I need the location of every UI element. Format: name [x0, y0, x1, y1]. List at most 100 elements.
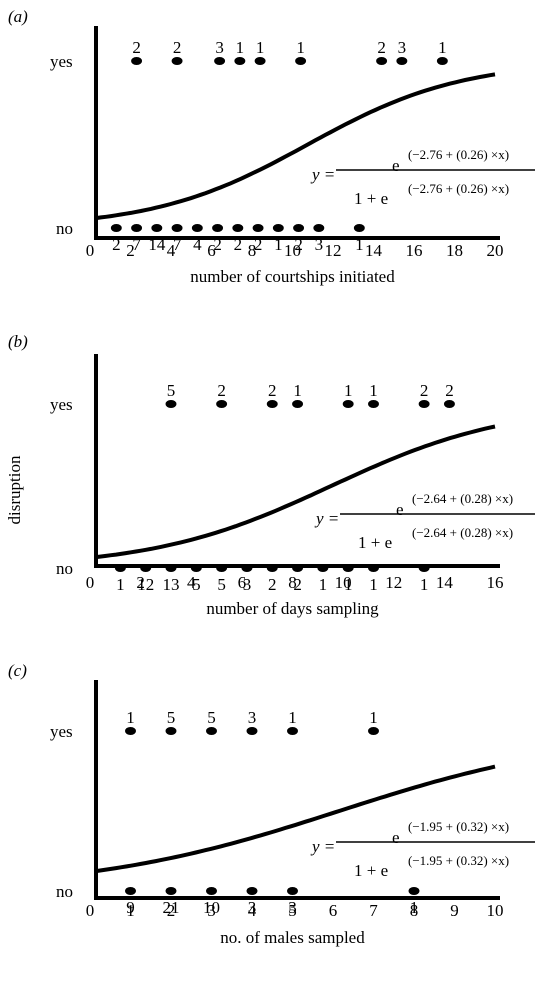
data-point-no	[191, 224, 203, 232]
panel-label: (a)	[8, 7, 28, 26]
x-axis-label: no. of males sampled	[220, 928, 365, 947]
count-label-no: 1	[274, 235, 283, 254]
data-point-no	[408, 887, 420, 895]
data-point-no	[266, 564, 278, 572]
count-label-yes: 1	[288, 708, 297, 727]
data-point-yes	[125, 727, 136, 735]
x-tick-label: 3	[207, 901, 216, 920]
count-label-no: 1	[319, 575, 328, 594]
x-tick-label: 14	[365, 241, 383, 260]
count-label-no: 1	[420, 575, 429, 594]
count-label-no: 5	[217, 575, 226, 594]
data-point-yes	[376, 57, 388, 65]
data-point-no	[165, 564, 177, 572]
denominator-base: 1 + e	[358, 533, 392, 552]
data-point-no	[368, 564, 379, 572]
x-tick-label: 14	[436, 573, 454, 592]
x-axis-label: number of days sampling	[206, 599, 379, 618]
data-point-no	[114, 564, 126, 572]
count-label-no: 21	[163, 898, 180, 917]
data-point-no	[131, 224, 143, 232]
count-label-yes: 1	[369, 708, 378, 727]
data-point-no	[151, 224, 163, 232]
data-point-no	[342, 564, 354, 572]
x-tick-label: 6	[329, 901, 338, 920]
equation: y = e (−1.95 + (0.32) ×x) 1 + e (−1.95 + (0.…	[310, 819, 535, 880]
panel-label: (b)	[8, 332, 28, 351]
count-label-yes: 2	[132, 38, 141, 57]
count-label-yes: 2	[268, 381, 277, 400]
x-tick-label: 18	[446, 241, 463, 260]
count-label-no: 2	[234, 235, 243, 254]
x-tick-label: 4	[187, 573, 196, 592]
count-label-yes: 3	[248, 708, 257, 727]
count-label-no: 2	[294, 235, 303, 254]
x-tick-label: 16	[406, 241, 423, 260]
data-point-yes	[396, 57, 408, 65]
y-category-no: no	[56, 882, 73, 901]
count-label-no: 4	[193, 235, 202, 254]
count-label-no: 3	[243, 575, 252, 594]
x-tick-label: 0	[86, 573, 95, 592]
x-tick-label: 6	[207, 241, 216, 260]
data-point-no	[252, 224, 264, 232]
data-point-no	[110, 224, 122, 232]
count-label-no: 2	[213, 235, 222, 254]
logistic-curve	[95, 424, 496, 560]
equation: y = e (−2.76 + (0.26) ×x) 1 + e (−2.76 + (0.…	[310, 147, 535, 208]
x-tick-label: 2	[126, 241, 135, 260]
x-tick-label: 0	[86, 901, 95, 920]
equation-lhs: y =	[310, 837, 335, 856]
equation-lhs: y =	[314, 509, 339, 528]
data-point-no	[313, 224, 325, 232]
data-point-no	[353, 224, 365, 232]
data-point-yes	[436, 57, 448, 65]
x-tick-label: 4	[167, 241, 176, 260]
data-point-no	[272, 224, 284, 232]
count-label-no: 2	[254, 235, 263, 254]
count-label-yes: 5	[207, 708, 216, 727]
data-point-yes	[266, 400, 278, 408]
data-point-no	[293, 224, 305, 232]
equation-lhs: y =	[310, 165, 335, 184]
numerator-exponent: (−1.95 + (0.32) ×x)	[408, 819, 509, 834]
data-point-yes	[206, 727, 217, 735]
data-point-no	[140, 564, 152, 572]
numerator-base: e	[392, 828, 400, 847]
data-point-yes	[171, 57, 183, 65]
data-point-yes	[443, 400, 455, 408]
count-label-yes: 1	[296, 38, 305, 57]
x-tick-label: 12	[325, 241, 342, 260]
data-point-yes	[295, 57, 307, 65]
x-axis-label: number of courtships initiated	[190, 267, 395, 286]
denominator-exponent: (−2.76 + (0.26) ×x)	[408, 181, 509, 196]
y-axis-label: disruption	[5, 455, 24, 524]
data-point-no	[212, 224, 224, 232]
data-point-yes	[131, 57, 143, 65]
data-point-no	[165, 887, 177, 895]
count-label-no: 1	[410, 898, 419, 917]
data-point-no	[232, 224, 244, 232]
count-label-yes: 1	[126, 708, 135, 727]
data-point-yes	[165, 400, 177, 408]
data-point-no	[418, 564, 430, 572]
x-tick-label: 7	[369, 901, 378, 920]
data-point-yes	[234, 57, 246, 65]
data-point-yes	[216, 400, 228, 408]
count-label-yes: 1	[369, 381, 378, 400]
denominator-exponent: (−1.95 + (0.32) ×x)	[408, 853, 509, 868]
denominator-base: 1 + e	[354, 861, 388, 880]
numerator-base: e	[392, 156, 400, 175]
x-tick-label: 6	[238, 573, 247, 592]
y-category-yes: yes	[50, 722, 73, 741]
data-point-yes	[254, 57, 266, 65]
count-label-no: 3	[248, 898, 257, 917]
count-label-no: 14	[148, 235, 166, 254]
x-tick-label: 8	[410, 901, 419, 920]
x-tick-label: 2	[167, 901, 176, 920]
count-label-no: 3	[288, 898, 297, 917]
x-tick-label: 10	[335, 573, 352, 592]
data-point-no	[241, 564, 253, 572]
